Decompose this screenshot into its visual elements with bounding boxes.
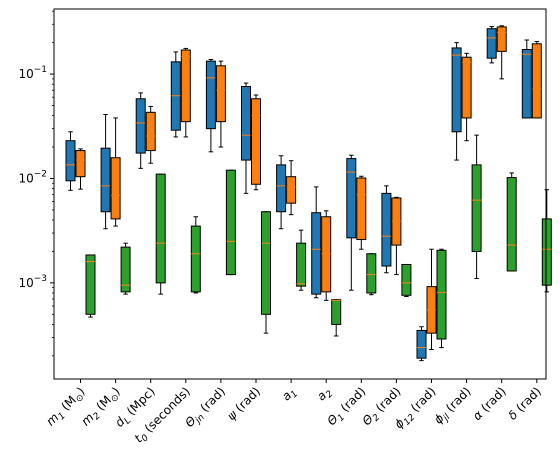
box-s3-c8 xyxy=(331,299,342,337)
box-s2-c1 xyxy=(75,148,86,190)
box-s2-c14 xyxy=(531,41,542,119)
box-body xyxy=(486,28,497,59)
box-body xyxy=(436,249,447,340)
box-body xyxy=(110,157,121,220)
box-s3-c2 xyxy=(120,242,131,295)
box-s3-c7 xyxy=(296,229,307,291)
y-tick-label: 10−3 xyxy=(18,274,47,290)
box-body xyxy=(451,47,462,133)
box-body xyxy=(506,177,517,272)
box-s3-c5 xyxy=(225,169,236,276)
box-s3-c6 xyxy=(261,211,271,334)
box-body xyxy=(321,216,332,293)
box-body xyxy=(541,218,552,286)
box-body xyxy=(381,192,392,267)
box-body xyxy=(416,329,427,359)
box-s3-c14 xyxy=(541,189,552,293)
box-body xyxy=(531,43,542,119)
box-s1-c12 xyxy=(451,42,462,161)
box-body xyxy=(346,158,357,239)
box-s1-c13 xyxy=(486,26,497,64)
box-s3-c10 xyxy=(401,263,412,298)
y-tick-label: 10−1 xyxy=(18,65,47,81)
box-body xyxy=(145,111,156,152)
box-body xyxy=(205,60,216,130)
box-s2-c6 xyxy=(251,94,261,191)
box-s1-c8 xyxy=(311,186,322,299)
box-s2-c10 xyxy=(391,196,402,276)
box-body xyxy=(120,246,131,293)
box-body xyxy=(85,254,96,315)
box-body xyxy=(215,65,226,123)
box-body xyxy=(100,147,111,213)
box-body xyxy=(241,86,251,161)
box-body xyxy=(331,299,342,325)
box-body xyxy=(276,164,287,213)
box-body xyxy=(135,98,146,154)
box-s1-c11 xyxy=(416,326,427,362)
box-body xyxy=(366,253,377,294)
box-body xyxy=(496,26,507,52)
box-s2-c2 xyxy=(110,117,121,227)
box-body xyxy=(471,164,482,252)
box-s2-c3 xyxy=(145,105,156,164)
box-s1-c9 xyxy=(346,154,357,291)
box-body xyxy=(251,98,261,185)
box-s2-c7 xyxy=(286,160,297,216)
box-body xyxy=(225,169,236,276)
box-body xyxy=(461,56,472,119)
y-tick-label: 10−2 xyxy=(18,169,47,185)
box-s3-c3 xyxy=(155,173,166,295)
box-s3-c13 xyxy=(506,172,517,272)
box-s1-c14 xyxy=(521,39,532,119)
box-body xyxy=(401,263,412,296)
box-body xyxy=(75,150,86,178)
box-s2-c5 xyxy=(215,60,226,148)
box-s2-c12 xyxy=(461,52,472,142)
box-s2-c8 xyxy=(321,210,332,301)
box-s1-c1 xyxy=(65,131,76,191)
box-s1-c10 xyxy=(381,185,392,274)
box-body xyxy=(311,212,322,295)
box-s2-c9 xyxy=(356,175,367,250)
box-s1-c2 xyxy=(100,113,111,230)
box-s3-c4 xyxy=(190,216,201,294)
box-body xyxy=(180,49,191,123)
box-body xyxy=(356,177,367,241)
box-body xyxy=(286,176,297,204)
box-s3-c1 xyxy=(85,254,96,318)
box-s1-c5 xyxy=(205,58,216,153)
box-body xyxy=(296,242,307,287)
box-s2-c13 xyxy=(496,25,507,80)
box-body xyxy=(190,225,201,293)
axes-frame xyxy=(53,8,547,380)
box-body xyxy=(521,48,532,119)
boxes-layer xyxy=(65,25,552,362)
box-s2-c4 xyxy=(180,47,191,138)
box-body xyxy=(261,211,271,315)
box-s1-c3 xyxy=(135,92,146,169)
box-s1-c6 xyxy=(241,82,251,194)
box-s1-c4 xyxy=(170,51,181,138)
y-minor-ticks xyxy=(52,10,54,357)
box-s2-c11 xyxy=(426,248,437,351)
box-s1-c7 xyxy=(276,155,287,230)
box-s3-c9 xyxy=(366,253,377,296)
box-body xyxy=(65,140,76,182)
box-body xyxy=(155,173,166,284)
box-s3-c11 xyxy=(436,248,447,349)
box-s3-c12 xyxy=(471,134,482,280)
